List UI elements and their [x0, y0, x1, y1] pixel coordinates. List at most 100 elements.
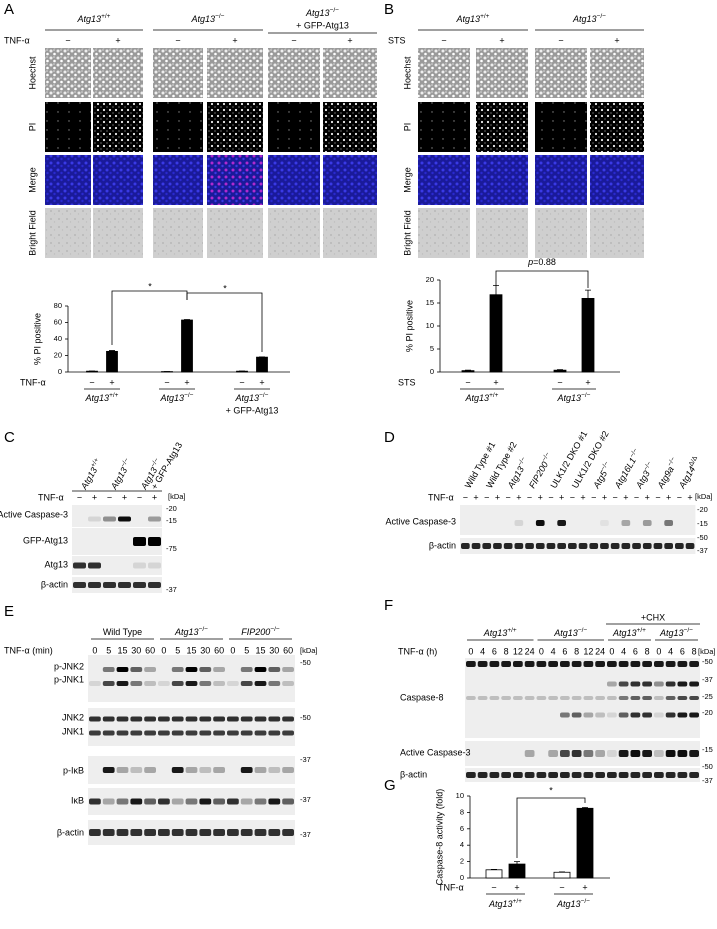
x-category-label-sup: +/+ [109, 392, 119, 399]
time-label: 8 [692, 646, 697, 656]
band [144, 667, 156, 672]
band [642, 696, 652, 700]
band [632, 543, 641, 549]
y-tick-label: 0 [460, 873, 464, 882]
band [642, 712, 652, 718]
group-label-sup: −/− [684, 627, 694, 634]
band [536, 772, 547, 778]
band [282, 767, 294, 773]
row-label: Merge [402, 167, 412, 193]
band [102, 798, 115, 805]
micrograph [535, 208, 587, 258]
band [130, 829, 143, 836]
band [268, 716, 281, 722]
kda-marker: -50 [702, 657, 713, 666]
x-sign: − [465, 377, 470, 387]
band [116, 667, 129, 672]
time-label: 6 [492, 646, 497, 656]
significance-bracket [495, 270, 589, 288]
kda-label: [kDa] [695, 492, 713, 501]
sign: − [613, 492, 618, 502]
lane-label-gene: Atg13 [505, 465, 526, 491]
band [102, 829, 115, 836]
y-tick-label: 2 [460, 857, 464, 866]
x-category-label: Atg13−/− [556, 898, 590, 910]
time-label: 8 [574, 646, 579, 656]
blot [88, 756, 295, 784]
band [102, 681, 115, 686]
band [240, 829, 253, 836]
band [213, 681, 225, 686]
band [664, 543, 673, 549]
band [171, 716, 184, 722]
row-label: Active Caspase-3 [0, 509, 68, 519]
sign: + [122, 492, 127, 502]
y-tick-label: 20 [426, 275, 434, 284]
x-sign: + [585, 377, 590, 387]
micrograph [207, 48, 263, 98]
sign: + [614, 35, 619, 45]
lane-label-sup: −/− [666, 456, 677, 468]
micrograph [207, 155, 263, 205]
group-label: Atg13−/− [553, 627, 587, 639]
kda-marker: -75 [166, 544, 177, 553]
chx-label: +CHX [641, 612, 665, 622]
micrograph [590, 48, 644, 98]
x-category-extra: + GFP-Atg13 [226, 405, 279, 415]
sign: − [558, 35, 563, 45]
time-label: 0 [230, 645, 235, 655]
kda-marker: -50 [702, 762, 713, 771]
error-bar [582, 807, 588, 809]
band [116, 716, 129, 722]
x-category-label-sup: −/− [581, 392, 591, 399]
band [489, 661, 500, 667]
band [130, 667, 143, 672]
significance-star: * [549, 785, 553, 795]
band [116, 829, 129, 836]
y-tick-label: 8 [460, 807, 464, 816]
bar [553, 369, 567, 373]
y-tick-label: 60 [54, 317, 62, 326]
significance-bracket [516, 797, 586, 858]
lane-label-gene: FIP200 [527, 460, 550, 490]
band [213, 798, 225, 805]
kda-marker: -50 [300, 713, 311, 722]
band [689, 696, 699, 700]
micrograph [45, 48, 91, 98]
treatment-label: TNF-α [20, 377, 46, 387]
group-label: Atg13+/+ [456, 13, 490, 25]
kda-marker: -37 [166, 585, 177, 594]
band [88, 516, 101, 522]
x-category-label-sup: −/− [581, 898, 591, 905]
sign: − [677, 492, 682, 502]
lane-label-sup: Δ/Δ [687, 454, 699, 467]
band [471, 543, 481, 549]
row-label: β-actin [57, 827, 84, 837]
bar [581, 297, 595, 373]
micrograph [207, 102, 263, 152]
lane-label-sup: −/− [642, 460, 653, 472]
group-label: Atg13−/− [191, 13, 225, 25]
band [282, 829, 294, 836]
lane-label-sup: −/− [540, 451, 551, 463]
micrograph [323, 102, 377, 152]
y-axis-label: % PI positive [32, 313, 42, 365]
micrograph [93, 48, 143, 98]
band [158, 829, 170, 836]
band [102, 667, 115, 672]
bar [489, 294, 503, 373]
band [595, 696, 605, 700]
sign: + [152, 492, 157, 502]
bar [553, 871, 571, 879]
micrograph [207, 208, 263, 258]
x-sign: + [514, 882, 519, 892]
band [630, 696, 641, 700]
significance-star: * [148, 281, 152, 291]
band [102, 716, 115, 722]
micrograph [590, 208, 644, 258]
row-label: PI [402, 123, 412, 132]
lane-label-gene: Atg13 [109, 466, 130, 492]
lane-label: Atg13−/− [107, 457, 134, 492]
error-bar [493, 285, 499, 295]
treatment-label: TNF-α [4, 35, 30, 45]
